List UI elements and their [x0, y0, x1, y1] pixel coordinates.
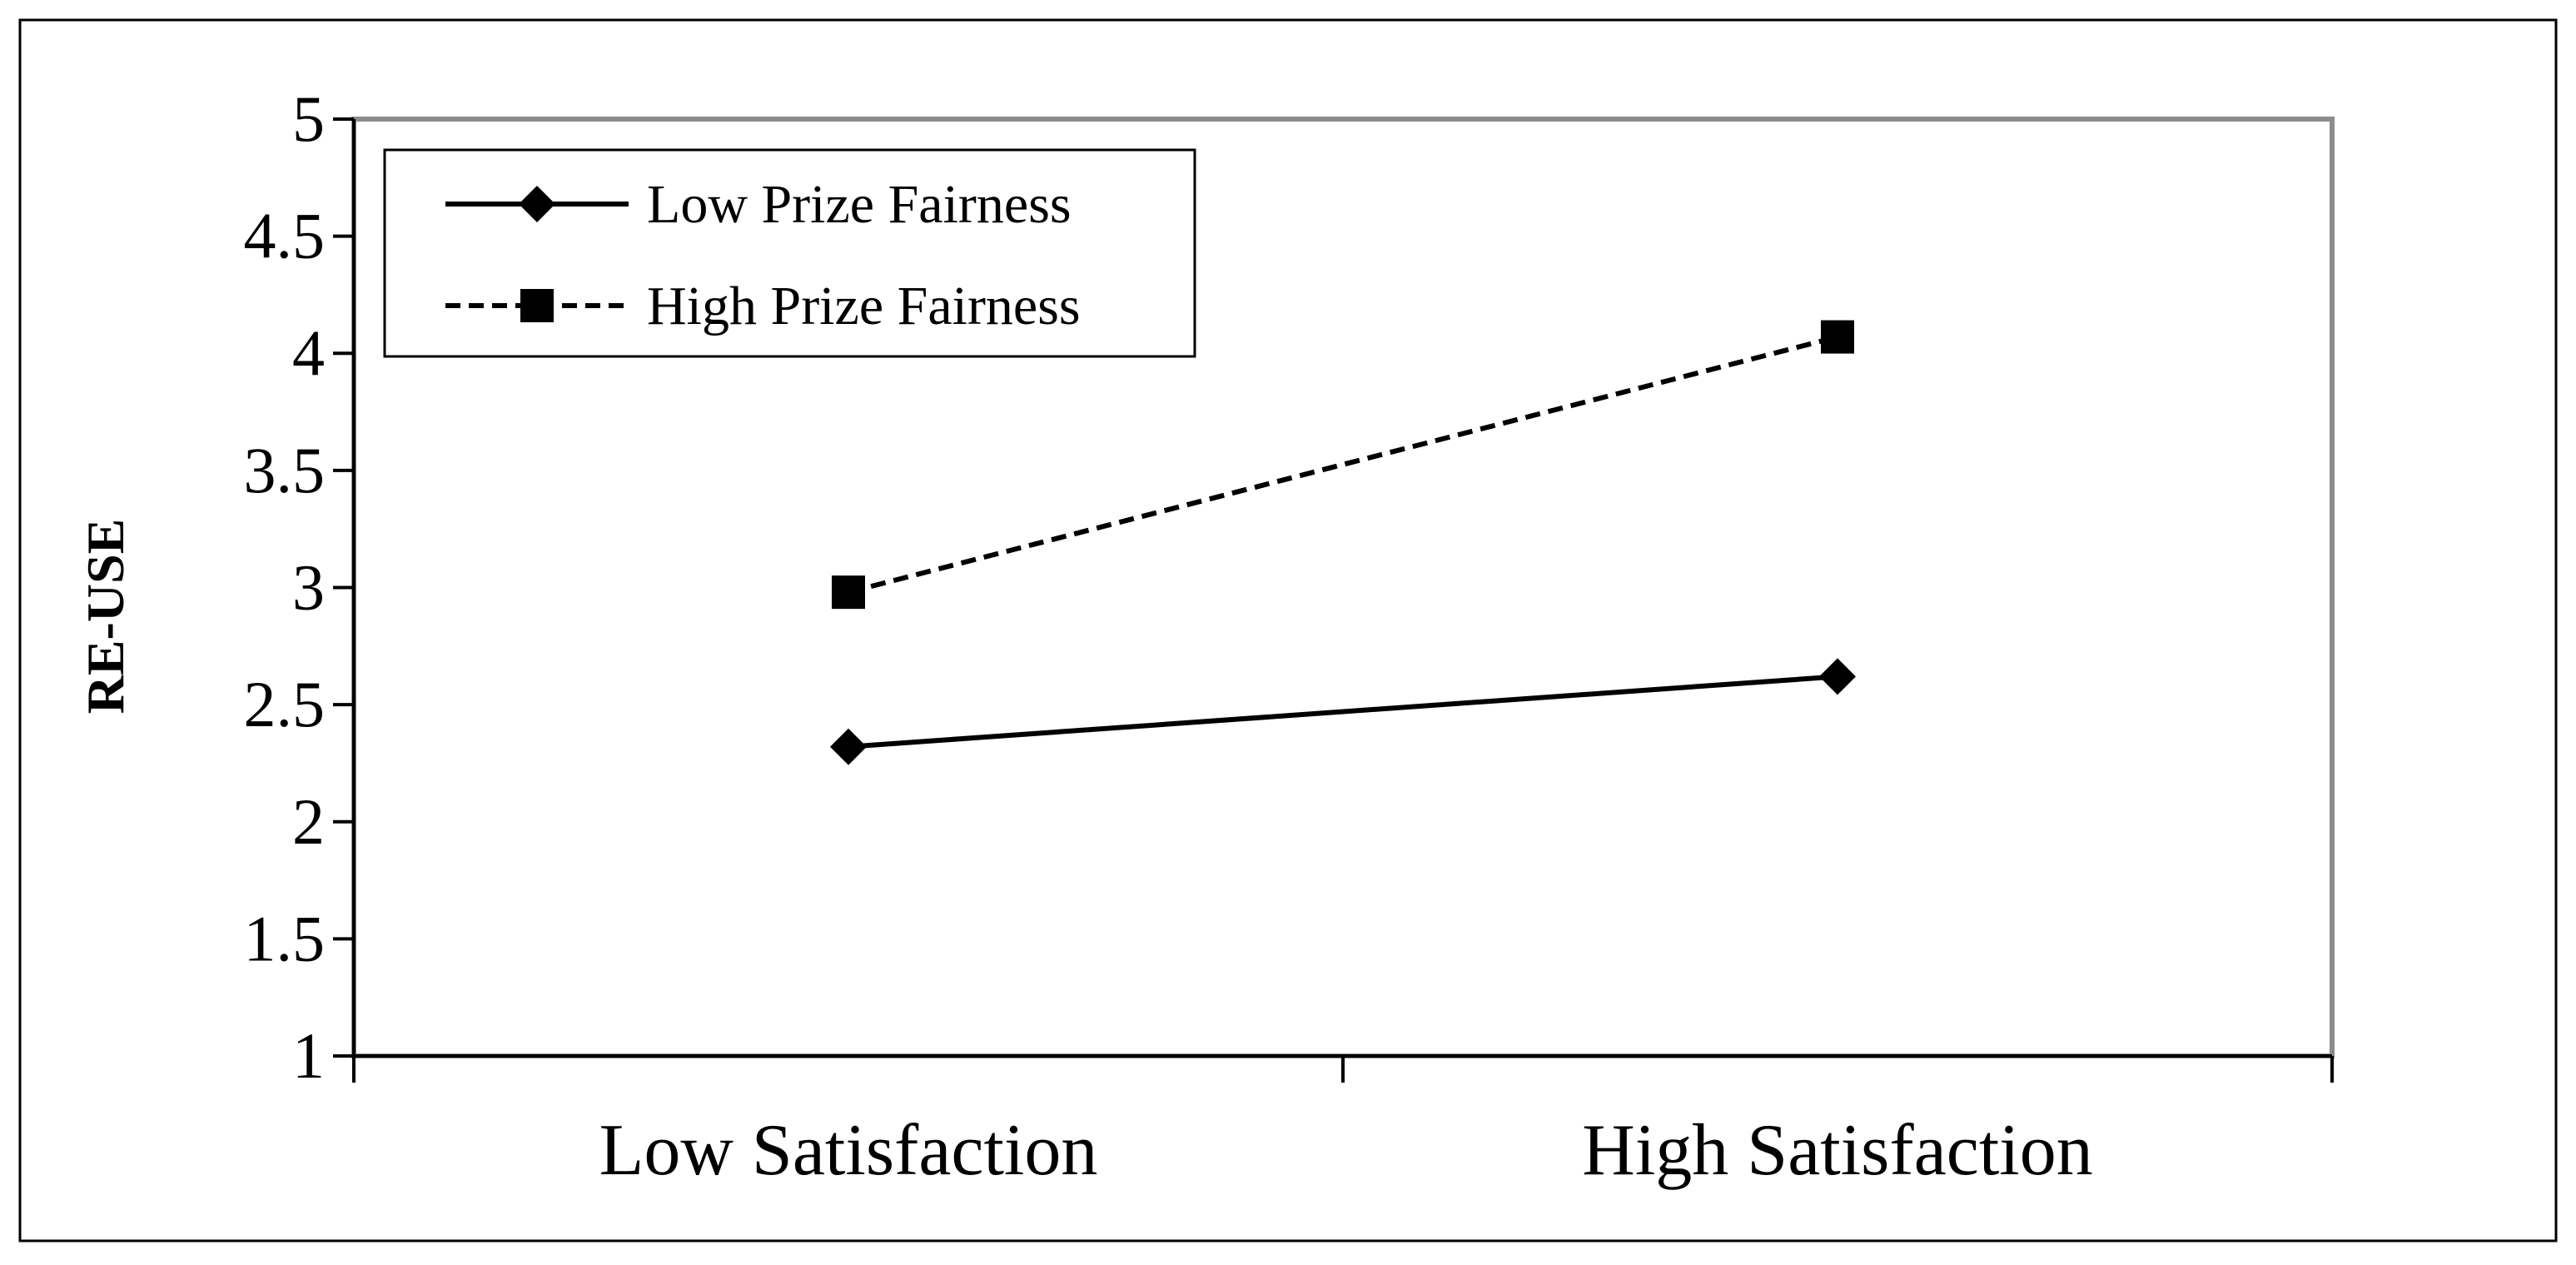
series-diamond — [830, 658, 1856, 765]
series-line — [848, 334, 1838, 595]
y-tick-label: 5 — [292, 82, 325, 155]
x-tick-label: Low Satisfaction — [599, 1110, 1098, 1191]
legend-box — [383, 148, 1196, 358]
legend-swatch-marker — [520, 289, 554, 322]
data-point-marker — [832, 575, 865, 610]
y-tick-label: 1.5 — [244, 902, 326, 974]
series-layer — [830, 320, 1856, 765]
y-tick-label: 2 — [292, 785, 325, 858]
legend-label: Low Prize Fairness — [647, 174, 1072, 235]
data-point-marker — [830, 728, 867, 765]
data-point-marker — [1821, 320, 1854, 354]
y-tick-label: 4 — [292, 316, 325, 389]
y-axis-label: RE-USE — [76, 519, 135, 715]
legend-entries: Low Prize Fairness High Prize Fairness — [445, 174, 1081, 336]
x-axis: Low Satisfaction High Satisfaction — [352, 1054, 2334, 1191]
legend: Low Prize Fairness High Prize Fairness — [383, 148, 1196, 358]
y-tick-label: 1 — [292, 1019, 325, 1092]
x-tick-label: High Satisfaction — [1582, 1110, 2092, 1191]
y-tick-label: 3 — [292, 551, 325, 624]
data-point-marker — [1819, 658, 1856, 695]
legend-label: High Prize Fairness — [647, 276, 1081, 336]
y-tick-label: 2.5 — [244, 668, 326, 740]
y-tick-label: 3.5 — [244, 434, 326, 506]
series-square — [832, 320, 1854, 610]
legend-swatch-marker — [519, 186, 555, 222]
series-line — [848, 674, 1838, 750]
y-axis: 1 1.5 2 2.5 3 3.5 4 4.5 5 — [244, 82, 356, 1092]
y-tick-label: 4.5 — [244, 200, 326, 272]
